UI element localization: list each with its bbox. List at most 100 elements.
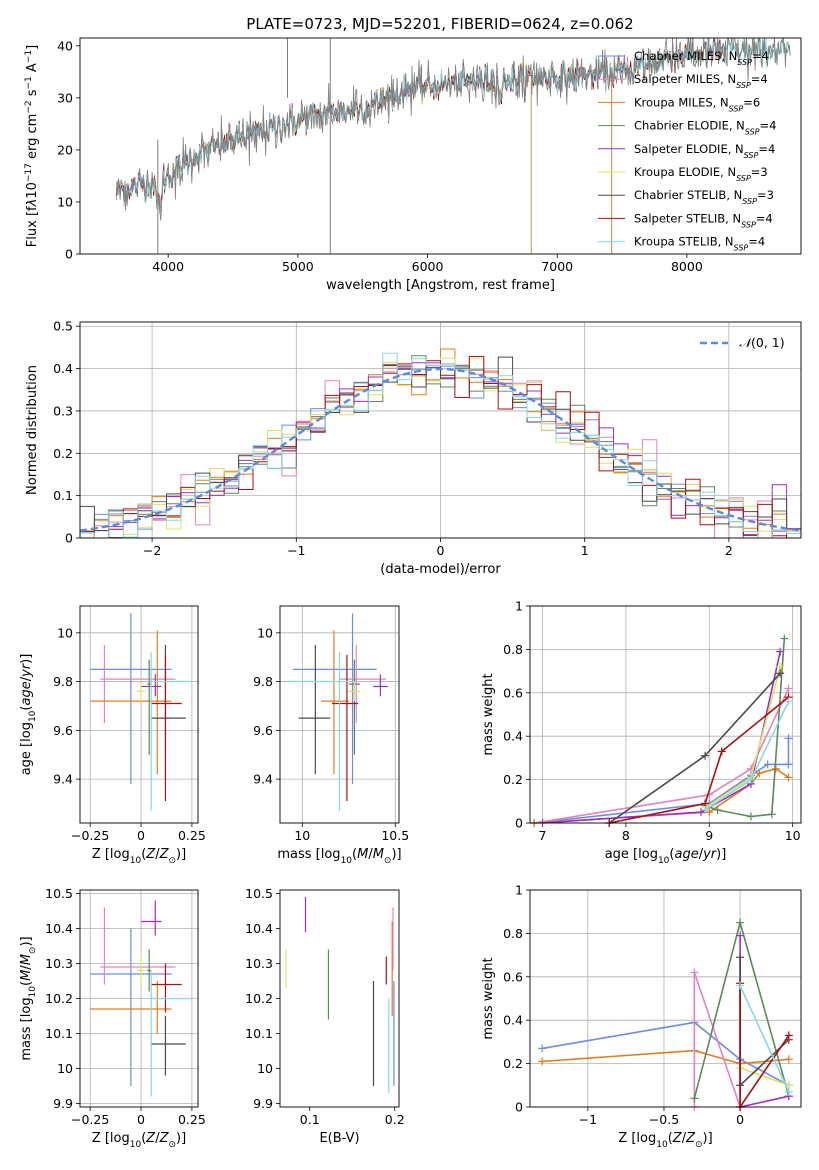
age_vs_mass-frame [279,605,400,824]
y-tick-label: 30 [57,90,73,105]
x-axis-label: Z [log10(Z/Z⊙)] [92,847,186,866]
weight_vs_Z-lines [538,918,793,1111]
mass_vs_Z-points [90,900,192,1097]
spectrum-frame [79,37,802,255]
x-axis-label: wavelength [Angstrom, rest frame] [326,278,555,293]
legend-label: Chabrier STELIB, NSSP=3 [634,188,774,206]
y-tick-label: 0.2 [503,772,523,787]
y-tick-label: 10 [57,194,73,209]
y-tick-label: 10.3 [245,956,273,971]
y-tick-label: 0.1 [53,488,73,503]
x-tick-label: 10.5 [381,828,409,843]
x-axis-label: E(B-V) [319,1131,359,1146]
y-tick-label: 0.6 [503,685,523,700]
weight_vs_age-axes: 7 8 9 10 0 0.2 0.4 0.6 0.8 1 [503,599,801,843]
x-tick-label: 0.25 [178,1112,206,1127]
y-tick-label: 0.2 [53,446,73,461]
y-tick-label: 9.6 [253,723,273,738]
spectrum-lines [115,38,791,254]
y-tick-label: 9.8 [253,674,273,689]
legend-label: Kroupa STELIB, NSSP=4 [634,235,765,253]
x-tick-label: 2 [725,543,733,558]
x-axis-label: Z [log10(Z/Z⊙)] [618,1131,712,1150]
y-axis-label: age [log10(age/yr)] [19,654,38,776]
x-tick-label: 8 [622,828,630,843]
gaussian-reference-curve [80,367,801,532]
weight-series [739,985,790,1093]
y-tick-label: 0.8 [503,642,523,657]
x-tick-label: 9 [705,828,713,843]
histogram-series [80,352,801,538]
x-tick-label: 0.25 [178,828,206,843]
legend-label: Kroupa MILES, NSSP=6 [634,95,760,113]
age_vs_Z-axes: −0.25 0 0.25 9.4 9.6 9.8 10 [53,606,206,843]
y-tick-label: 0.6 [503,969,523,984]
histogram-lines [80,348,801,538]
y-tick-label: 9.8 [53,674,73,689]
x-tick-label: 5000 [282,259,314,274]
x-tick-label: 8000 [671,259,703,274]
mass_vs_Z-axes: −0.25 0 0.25 9.9 10 10.1 10.2 10.3 10.4 10.5 [45,886,206,1127]
x-tick-label: 0.2 [385,1112,405,1127]
spectrum-legend: Chabrier MILES, NSSP=4 Salpeter MILES, NS… [598,49,776,252]
y-tick-label: 0 [65,531,73,546]
y-tick-label: 0.4 [503,1013,523,1028]
mass_vs_ebv-frame [279,889,400,1108]
residuals-axes: −2 −1 0 1 2 0 0.1 0.2 0.3 0.4 0.5 [53,319,801,558]
x-tick-label: −0.25 [71,828,109,843]
y-tick-label: 10.4 [245,921,273,936]
y-tick-label: 10.1 [245,1026,273,1041]
y-axis-label: mass weight [481,957,496,1039]
y-axis-label: mass weight [481,673,496,755]
y-tick-label: 1 [515,599,523,614]
y-axis-label: Flux [fλ10−17 erg cm−2 s−1 A−1] [24,45,40,247]
y-tick-label: 0.2 [503,1056,523,1071]
weight_vs_Z-frame [529,889,802,1108]
weight_vs_Z-axes: −1 −0.5 0 0 0.2 0.4 0.6 0.8 1 [503,883,801,1127]
y-tick-label: 10.3 [45,956,73,971]
y-tick-label: 1 [515,883,523,898]
x-axis-label: Z [log10(Z/Z⊙)] [92,1131,186,1150]
x-axis-label: mass [log10(M/M⊙)] [277,847,401,866]
x-tick-label: −1 [579,1112,597,1127]
x-tick-label: 7 [539,828,547,843]
spectrum-series [115,38,791,212]
x-tick-label: −1 [287,543,305,558]
y-tick-label: 0.8 [503,926,523,941]
weight_vs_age-lines [530,634,793,827]
weight-series [704,666,781,809]
y-tick-label: 0 [65,247,73,262]
x-tick-label: 0 [736,1112,744,1127]
age_vs_Z-frame [79,605,199,824]
y-tick-label: 10 [57,625,73,640]
legend-label: Chabrier ELODIE, NSSP=4 [634,119,776,137]
age_vs_mass-axes: 10 10.5 9.4 9.6 9.8 10 [253,606,409,843]
x-tick-label: 0.1 [300,1112,320,1127]
x-axis-label: (data-model)/error [380,562,501,577]
legend-label: Salpeter ELODIE, NSSP=4 [634,142,775,160]
y-tick-label: 0.3 [53,403,73,418]
weight-series [609,696,790,824]
spectrum-axes: 4000 5000 6000 7000 8000 0 10 20 30 40 [57,38,703,274]
weight-series [693,919,790,1099]
y-tick-label: 9.9 [53,1096,73,1111]
legend-label: 𝒩(0, 1) [739,335,785,350]
x-tick-label: −2 [143,543,161,558]
x-axis-label: age [log10(age/yr)] [605,847,727,866]
mass_vs_ebv-points [285,897,395,1093]
y-tick-label: 10.1 [45,1026,73,1041]
x-tick-label: 4000 [152,259,184,274]
y-tick-label: 10.5 [245,886,273,901]
y-tick-label: 40 [57,38,73,53]
weight_vs_age-frame [529,605,802,824]
y-tick-label: 10 [57,1061,73,1076]
x-tick-label: 7000 [541,259,573,274]
legend-label: Salpeter STELIB, NSSP=4 [634,211,773,229]
figure-title: PLATE=0723, MJD=52201, FIBERID=0624, z=0… [246,15,633,33]
x-tick-label: 6000 [412,259,444,274]
weight-series [542,1021,790,1087]
weight-series [608,672,781,824]
spectrum-series [115,38,791,221]
y-tick-label: 0.5 [53,319,73,334]
